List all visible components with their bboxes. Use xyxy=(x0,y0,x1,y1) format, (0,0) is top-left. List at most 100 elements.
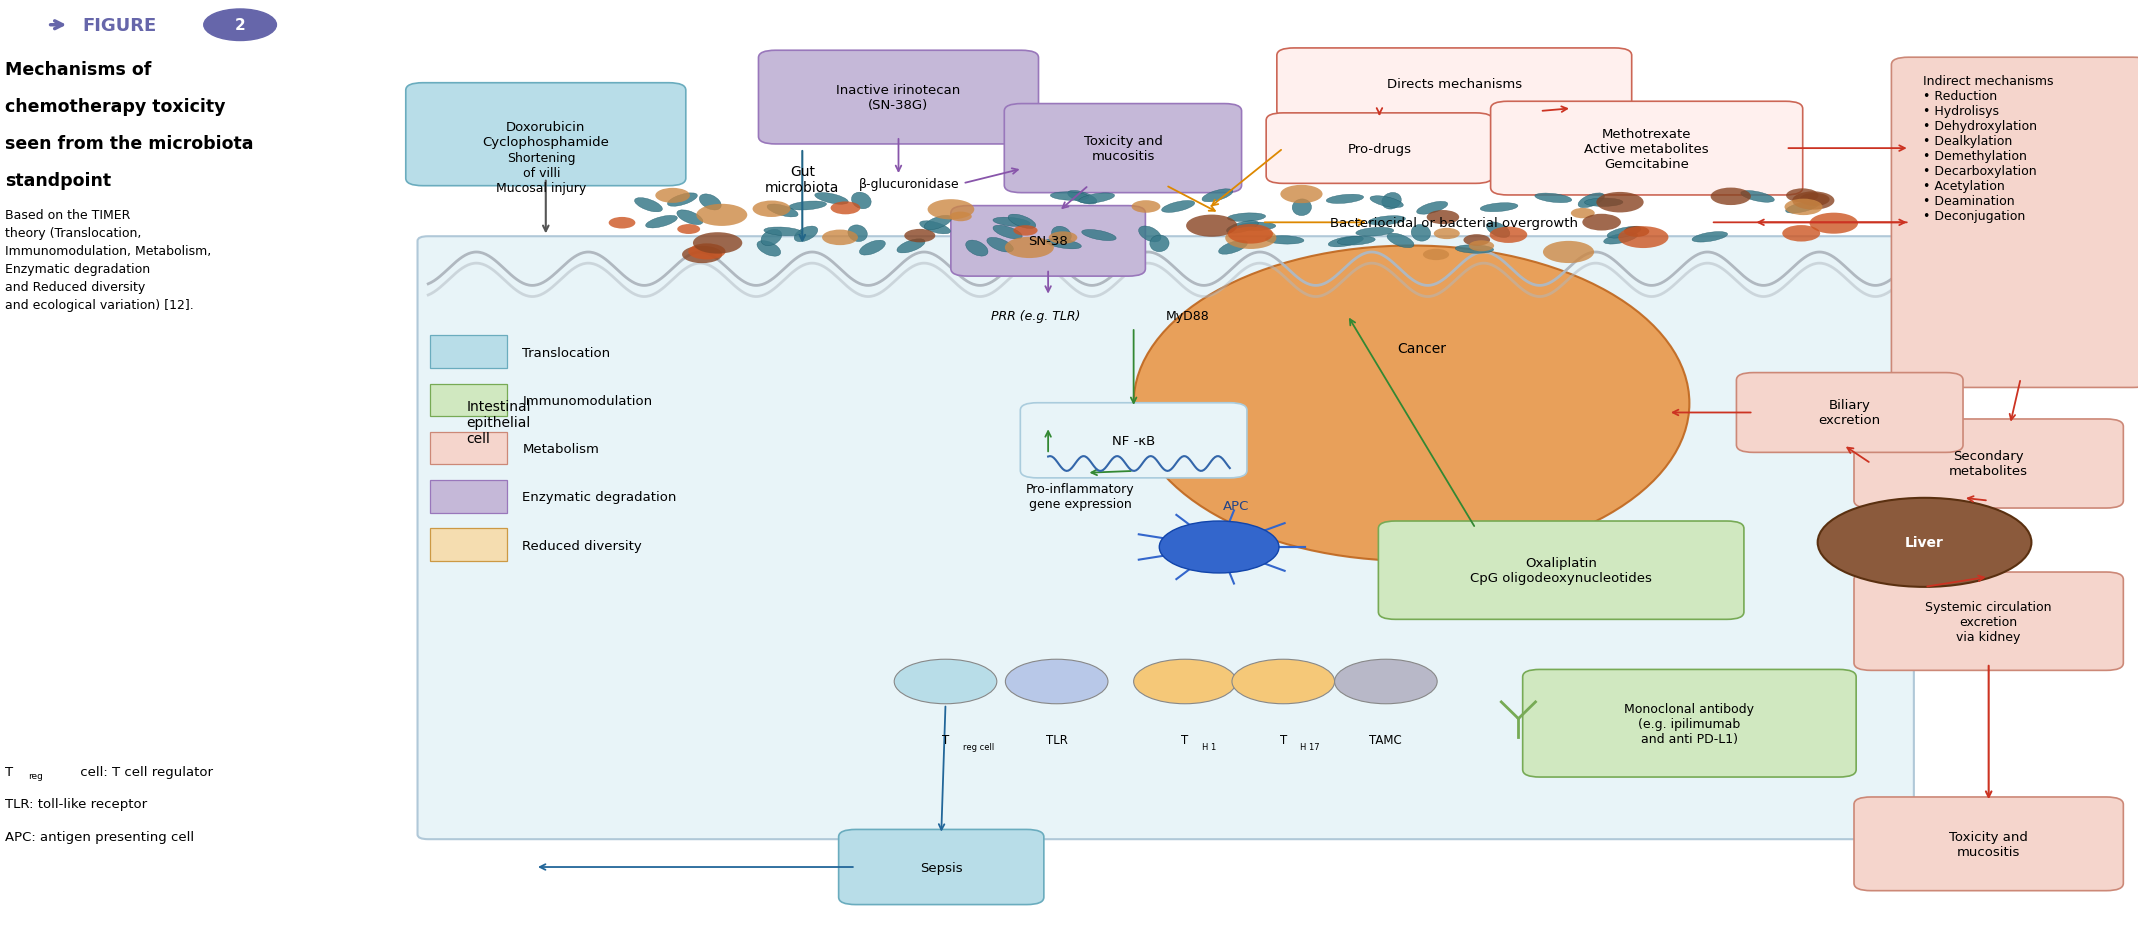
Text: NF -κB: NF -κB xyxy=(1112,434,1155,447)
Circle shape xyxy=(894,660,997,704)
Circle shape xyxy=(950,213,971,222)
Ellipse shape xyxy=(1741,191,1775,203)
Ellipse shape xyxy=(757,241,781,257)
Text: β-glucuronidase: β-glucuronidase xyxy=(860,177,960,190)
Ellipse shape xyxy=(986,238,1014,252)
Ellipse shape xyxy=(1692,232,1728,243)
FancyBboxPatch shape xyxy=(430,336,507,368)
Text: Monoclonal antibody
(e.g. ipilimumab
and anti PD-L1): Monoclonal antibody (e.g. ipilimumab and… xyxy=(1624,702,1754,745)
Text: SN-38: SN-38 xyxy=(1029,235,1067,248)
Circle shape xyxy=(1187,215,1236,238)
FancyBboxPatch shape xyxy=(406,84,687,187)
Ellipse shape xyxy=(1579,194,1604,209)
Text: Based on the TIMER
theory (Translocation,
Immunomodulation, Metabolism,
Enzymati: Based on the TIMER theory (Translocation… xyxy=(4,209,212,312)
Ellipse shape xyxy=(646,216,678,228)
Ellipse shape xyxy=(1356,228,1395,237)
Ellipse shape xyxy=(794,226,817,242)
FancyBboxPatch shape xyxy=(430,529,507,561)
FancyBboxPatch shape xyxy=(952,206,1144,277)
Ellipse shape xyxy=(847,226,866,242)
Text: Methotrexate
Active metabolites
Gemcitabine: Methotrexate Active metabolites Gemcitab… xyxy=(1585,127,1709,171)
Text: H 17: H 17 xyxy=(1301,742,1320,751)
Ellipse shape xyxy=(1292,200,1311,216)
Ellipse shape xyxy=(1138,226,1161,242)
Ellipse shape xyxy=(1369,216,1405,226)
Ellipse shape xyxy=(1412,226,1431,242)
FancyBboxPatch shape xyxy=(759,51,1040,145)
Ellipse shape xyxy=(1604,233,1638,245)
Text: FIGURE: FIGURE xyxy=(81,17,156,34)
Text: Metabolism: Metabolism xyxy=(522,443,599,456)
Text: Inactive irinotecan
(SN-38G): Inactive irinotecan (SN-38G) xyxy=(836,84,960,112)
Text: Cancer: Cancer xyxy=(1397,342,1446,355)
FancyBboxPatch shape xyxy=(1855,419,2124,509)
Circle shape xyxy=(753,201,791,218)
Ellipse shape xyxy=(1078,194,1114,204)
FancyBboxPatch shape xyxy=(1005,105,1241,193)
Circle shape xyxy=(689,244,725,260)
Circle shape xyxy=(1226,227,1277,250)
Circle shape xyxy=(905,229,935,243)
Ellipse shape xyxy=(1134,246,1690,561)
Ellipse shape xyxy=(924,216,952,230)
Circle shape xyxy=(1782,226,1820,242)
Circle shape xyxy=(1810,213,1859,235)
Circle shape xyxy=(682,247,723,264)
Text: T: T xyxy=(4,766,13,779)
Ellipse shape xyxy=(1786,202,1818,213)
Circle shape xyxy=(697,204,747,226)
Ellipse shape xyxy=(1266,237,1305,245)
Text: Translocation: Translocation xyxy=(522,346,610,359)
Text: TLR: toll-like receptor: TLR: toll-like receptor xyxy=(4,797,148,810)
Text: Enzymatic degradation: Enzymatic degradation xyxy=(522,491,676,504)
Text: TAMC: TAMC xyxy=(1369,733,1403,746)
Ellipse shape xyxy=(676,211,704,226)
Text: Systemic circulation
excretion
via kidney: Systemic circulation excretion via kidne… xyxy=(1925,600,2051,643)
Text: TLR: TLR xyxy=(1046,733,1067,746)
Text: APC: APC xyxy=(1224,499,1249,512)
Ellipse shape xyxy=(1202,189,1232,202)
Ellipse shape xyxy=(1046,239,1082,250)
Text: Toxicity and
mucositis: Toxicity and mucositis xyxy=(1084,135,1161,163)
Text: chemotherapy toxicity: chemotherapy toxicity xyxy=(4,98,225,116)
Text: T: T xyxy=(1279,733,1288,746)
Text: Secondary
metabolites: Secondary metabolites xyxy=(1949,450,2028,478)
Circle shape xyxy=(1624,226,1649,238)
Text: Pro-inflammatory
gene expression: Pro-inflammatory gene expression xyxy=(1027,483,1134,510)
Text: Oxaliplatin
CpG oligodeoxynucleotides: Oxaliplatin CpG oligodeoxynucleotides xyxy=(1469,557,1651,585)
Ellipse shape xyxy=(1161,201,1196,213)
Circle shape xyxy=(1786,189,1818,203)
Ellipse shape xyxy=(1585,199,1624,207)
Ellipse shape xyxy=(1326,195,1363,204)
Ellipse shape xyxy=(1416,202,1448,215)
Circle shape xyxy=(1232,660,1335,704)
Ellipse shape xyxy=(1050,193,1089,201)
Circle shape xyxy=(1134,660,1236,704)
Text: T: T xyxy=(941,733,950,746)
FancyBboxPatch shape xyxy=(1378,522,1743,620)
Text: standpoint: standpoint xyxy=(4,172,111,190)
Ellipse shape xyxy=(1328,237,1363,248)
Text: Gut
microbiota: Gut microbiota xyxy=(766,165,838,195)
Text: Sepsis: Sepsis xyxy=(920,860,963,873)
Text: reg: reg xyxy=(28,772,43,780)
Circle shape xyxy=(1048,232,1078,244)
Circle shape xyxy=(1799,194,1829,207)
Text: Biliary
excretion: Biliary excretion xyxy=(1818,399,1880,427)
Text: Intestinal
epithelial
cell: Intestinal epithelial cell xyxy=(466,399,530,445)
Ellipse shape xyxy=(1226,222,1258,234)
Ellipse shape xyxy=(920,222,950,235)
Ellipse shape xyxy=(667,194,697,207)
FancyBboxPatch shape xyxy=(1523,670,1857,777)
Ellipse shape xyxy=(1606,227,1641,238)
Ellipse shape xyxy=(1480,203,1519,213)
Ellipse shape xyxy=(1818,498,2032,587)
Circle shape xyxy=(1596,193,1643,213)
Ellipse shape xyxy=(789,201,826,211)
Text: MyD88: MyD88 xyxy=(1166,309,1209,322)
FancyBboxPatch shape xyxy=(1020,404,1247,478)
Text: seen from the microbiota: seen from the microbiota xyxy=(4,135,252,153)
Text: Shortening
of villi
Mucosal injury: Shortening of villi Mucosal injury xyxy=(496,152,586,195)
Circle shape xyxy=(1005,238,1055,259)
Circle shape xyxy=(693,233,742,254)
